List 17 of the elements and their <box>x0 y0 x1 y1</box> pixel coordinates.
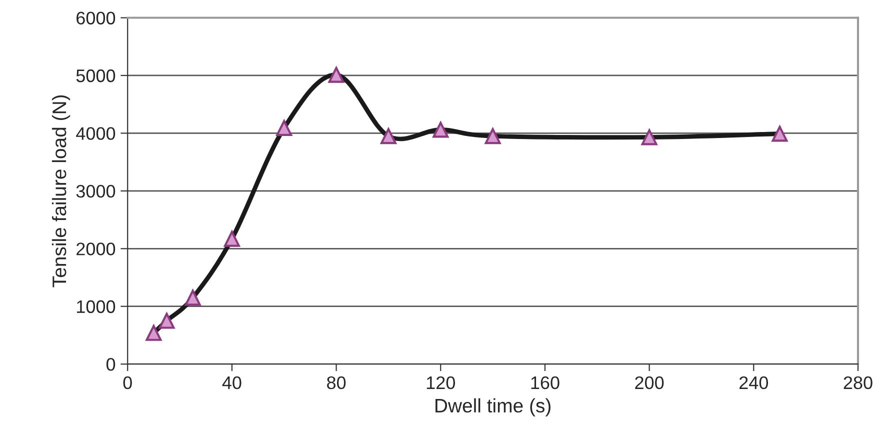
y-tick-label: 1000 <box>77 300 116 314</box>
x-tick-label: 120 <box>426 376 455 390</box>
y-tick-label: 3000 <box>76 184 116 198</box>
x-tick-label: 0 <box>123 376 132 390</box>
x-tick-label: 200 <box>635 376 664 390</box>
y-tick-label: 0 <box>106 358 116 371</box>
y-tick-label: 5000 <box>76 69 116 82</box>
x-axis-title: Dwell time (s) <box>436 398 550 416</box>
x-tick-label: 160 <box>531 376 560 390</box>
y-tick-label: 6000 <box>76 12 116 24</box>
y-tick-label: 4000 <box>76 127 116 140</box>
x-tick-label: 40 <box>222 376 242 390</box>
y-axis-title: Tensile failure load (N) <box>52 95 70 288</box>
x-tick-label: 80 <box>327 376 346 390</box>
x-tick-label: 280 <box>844 376 872 390</box>
x-tick-label: 240 <box>740 376 768 390</box>
y-tick-label: 2000 <box>76 242 116 256</box>
